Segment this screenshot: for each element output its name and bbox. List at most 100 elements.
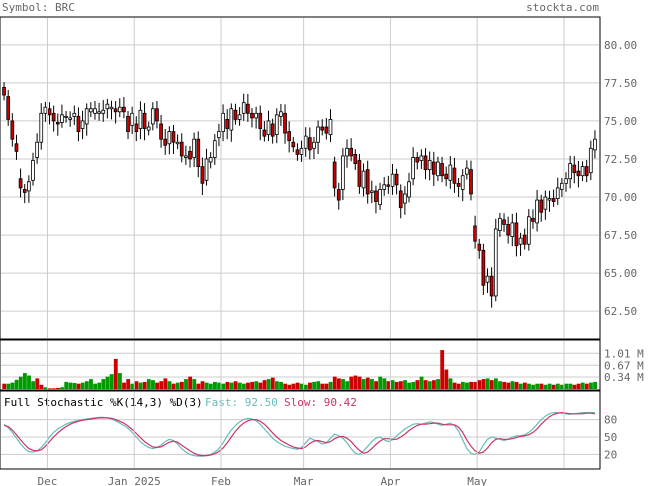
- volume-bar: [535, 383, 540, 389]
- volume-bar: [60, 387, 64, 389]
- candle-body: [221, 112, 225, 132]
- candle-body: [76, 115, 81, 132]
- price-tick: 70.00: [604, 191, 637, 204]
- candle-body: [35, 141, 39, 158]
- candle-body: [6, 96, 11, 120]
- volume-bar: [246, 382, 250, 389]
- volume-bar: [560, 384, 564, 389]
- volume-bar: [502, 381, 507, 389]
- candle-body: [150, 108, 155, 125]
- month-label: May: [467, 475, 487, 486]
- candle-body: [47, 108, 52, 116]
- volume-bar: [336, 378, 341, 389]
- volume-bar: [386, 381, 391, 389]
- candle-body: [341, 155, 345, 190]
- candlesticks: [2, 82, 597, 308]
- candle-body: [167, 131, 172, 145]
- candle-body: [266, 120, 271, 136]
- candle-body: [155, 108, 159, 122]
- volume-bar: [312, 381, 317, 389]
- volume-bar: [518, 383, 523, 389]
- volume-bar: [531, 384, 536, 389]
- volume-bar: [432, 380, 436, 389]
- candle-body: [576, 170, 581, 177]
- volume-bar: [258, 382, 263, 389]
- volume-bar: [80, 382, 85, 389]
- candle-body: [51, 112, 56, 122]
- volume-bar: [452, 382, 457, 389]
- candle-body: [493, 228, 498, 297]
- volume-bar: [580, 382, 585, 389]
- volume-bar: [14, 379, 19, 389]
- volume-bar: [130, 383, 135, 389]
- candle-body: [543, 196, 548, 210]
- candle-body: [593, 138, 597, 151]
- candle-body: [196, 138, 201, 167]
- volume-bar: [229, 382, 234, 389]
- candle-body: [27, 181, 31, 192]
- candle-body: [22, 189, 27, 193]
- candle-body: [14, 143, 19, 152]
- volume-bar: [10, 382, 15, 389]
- candle-body: [262, 129, 267, 137]
- volume-bar: [217, 382, 221, 389]
- volume-bar: [225, 381, 230, 389]
- volume-bar: [6, 383, 11, 389]
- candle-body: [279, 111, 283, 117]
- volume-bar: [361, 379, 366, 389]
- candle-body: [365, 169, 370, 195]
- volume-bar: [378, 376, 383, 389]
- volume-bar: [345, 381, 350, 389]
- candle-body: [448, 164, 453, 181]
- volume-bar: [275, 381, 279, 389]
- month-label: Dec: [38, 475, 58, 486]
- volume-bar: [241, 383, 246, 389]
- candle-body: [436, 161, 440, 177]
- candle-body: [353, 154, 358, 164]
- volume-bar: [117, 373, 122, 389]
- volume-bar: [64, 381, 69, 389]
- candle-body: [287, 131, 292, 142]
- volume-bar: [564, 383, 569, 389]
- candle-body: [212, 140, 217, 158]
- candle-body: [489, 275, 494, 297]
- candle-body: [175, 141, 180, 145]
- volume-bar: [200, 381, 205, 389]
- volume-bar: [27, 375, 31, 389]
- volume-bar: [163, 378, 168, 389]
- volume-bar: [167, 381, 172, 389]
- candle-body: [2, 87, 6, 96]
- candle-body: [208, 157, 213, 163]
- volume-bar: [320, 383, 325, 389]
- candle-body: [295, 149, 300, 155]
- candle-body: [394, 173, 399, 186]
- volume-bar: [151, 380, 155, 389]
- volume-bar: [593, 381, 597, 389]
- candle-body: [217, 131, 221, 139]
- candle-body: [72, 112, 77, 117]
- candle-body: [464, 167, 469, 175]
- candle-body: [250, 112, 254, 119]
- candle-body: [502, 219, 506, 225]
- candle-body: [31, 160, 35, 181]
- volume-bar: [551, 384, 556, 389]
- volume-bar: [365, 377, 370, 389]
- volume-bar: [142, 381, 147, 389]
- fast-value: Fast: 92.50: [205, 396, 278, 409]
- candle-body: [88, 108, 93, 113]
- volume-bar: [444, 369, 449, 389]
- candle-body: [564, 178, 568, 184]
- candle-body: [572, 164, 577, 174]
- candle-body: [307, 137, 312, 151]
- volume-bar: [126, 379, 131, 389]
- stochastic-tick: 50: [604, 431, 617, 444]
- candle-body: [229, 108, 234, 131]
- candle-body: [188, 150, 192, 160]
- volume-bar: [349, 376, 354, 389]
- time-axis: Dec Jan 2025 Feb Mar Apr May: [38, 475, 488, 486]
- candle-body: [204, 158, 209, 181]
- volume-bar: [469, 381, 474, 389]
- volume-bar: [357, 376, 362, 389]
- price-tick: 72.50: [604, 153, 637, 166]
- candle-body: [80, 120, 85, 129]
